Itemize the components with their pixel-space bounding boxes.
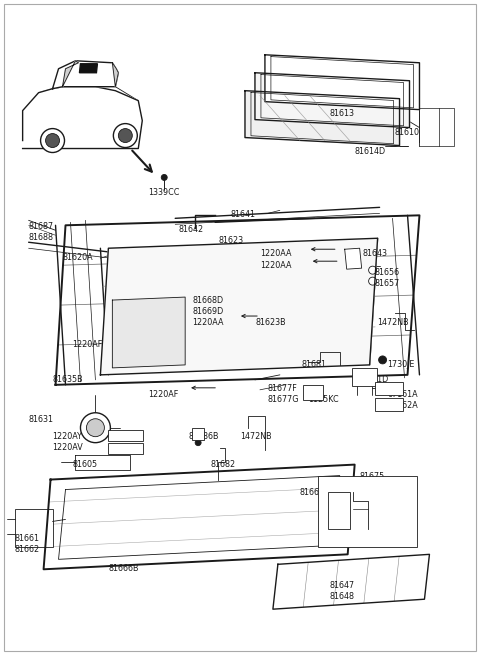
Text: 81688: 81688 <box>29 233 54 242</box>
Text: 1220AA: 1220AA <box>260 249 291 258</box>
Text: 1472NB: 1472NB <box>378 318 409 327</box>
Text: 81657: 81657 <box>374 279 400 288</box>
Text: 81687: 81687 <box>29 222 54 231</box>
Text: 81668D: 81668D <box>192 296 223 305</box>
Polygon shape <box>52 61 119 88</box>
Bar <box>192 428 204 440</box>
Polygon shape <box>112 63 119 86</box>
Text: 1220AY: 1220AY <box>52 432 83 441</box>
Text: 81662: 81662 <box>15 546 40 554</box>
Polygon shape <box>255 73 409 128</box>
Circle shape <box>369 266 377 274</box>
Bar <box>108 430 144 441</box>
Text: 81681: 81681 <box>302 360 327 369</box>
Text: 81682: 81682 <box>210 460 235 468</box>
Text: 81671D: 81671D <box>358 375 389 384</box>
Circle shape <box>113 124 137 147</box>
Text: 81675: 81675 <box>360 472 385 481</box>
Text: 67161A: 67161A <box>387 390 418 399</box>
Polygon shape <box>265 55 420 109</box>
Text: 1730JE: 1730JE <box>387 360 415 369</box>
Text: 81610: 81610 <box>395 128 420 137</box>
Text: 81620A: 81620A <box>62 253 93 262</box>
Text: 81631: 81631 <box>29 415 54 424</box>
Text: 1220AF: 1220AF <box>72 340 103 349</box>
Circle shape <box>86 419 104 437</box>
Text: 81641: 81641 <box>230 210 255 219</box>
Polygon shape <box>23 86 142 149</box>
Bar <box>352 368 377 386</box>
Text: 81666A: 81666A <box>300 487 330 496</box>
Circle shape <box>195 440 201 445</box>
Circle shape <box>46 134 60 147</box>
Text: 81661: 81661 <box>15 534 40 544</box>
Circle shape <box>81 413 110 443</box>
Polygon shape <box>44 464 355 569</box>
Text: 1125KC: 1125KC <box>308 395 338 403</box>
Text: 81643: 81643 <box>363 249 388 258</box>
Bar <box>374 382 403 395</box>
Text: 81669D: 81669D <box>192 307 223 316</box>
Polygon shape <box>100 238 378 375</box>
Text: 1220AA: 1220AA <box>192 318 224 327</box>
Text: 81635B: 81635B <box>52 375 83 384</box>
Circle shape <box>119 128 132 143</box>
Text: 81677F: 81677F <box>268 384 298 393</box>
Polygon shape <box>345 248 361 269</box>
Bar <box>15 510 52 548</box>
Text: 81623: 81623 <box>218 236 243 245</box>
Text: 81648: 81648 <box>330 592 355 601</box>
Bar <box>108 443 144 454</box>
Text: 81677: 81677 <box>358 496 383 504</box>
Text: 1220AF: 1220AF <box>148 390 179 399</box>
Text: 81642: 81642 <box>178 225 204 234</box>
Text: 1220AV: 1220AV <box>52 443 84 452</box>
Text: 67162A: 67162A <box>387 401 419 410</box>
Circle shape <box>379 356 386 364</box>
Bar <box>318 476 418 548</box>
Text: 81677G: 81677G <box>268 395 300 403</box>
Bar <box>374 398 403 411</box>
Text: 81623B: 81623B <box>256 318 287 327</box>
Polygon shape <box>62 61 78 86</box>
Circle shape <box>369 277 377 285</box>
Bar <box>303 385 323 400</box>
Text: 81666B: 81666B <box>108 565 139 573</box>
Circle shape <box>161 174 167 180</box>
Text: 81676: 81676 <box>330 496 355 504</box>
Text: 81613: 81613 <box>330 109 355 118</box>
Text: 1472NB: 1472NB <box>240 432 272 441</box>
Text: 81605: 81605 <box>72 460 97 468</box>
Polygon shape <box>273 554 430 609</box>
Text: 81614D: 81614D <box>355 147 386 155</box>
Circle shape <box>41 128 64 153</box>
Text: 1220AA: 1220AA <box>260 261 291 271</box>
Polygon shape <box>112 297 185 368</box>
Text: 1339CC: 1339CC <box>148 189 180 197</box>
Text: 81647: 81647 <box>330 581 355 590</box>
Text: 81656: 81656 <box>374 268 400 277</box>
Bar <box>328 491 350 529</box>
Polygon shape <box>245 90 399 145</box>
Polygon shape <box>56 215 420 385</box>
Text: 81686B: 81686B <box>188 432 219 441</box>
Polygon shape <box>80 64 97 73</box>
